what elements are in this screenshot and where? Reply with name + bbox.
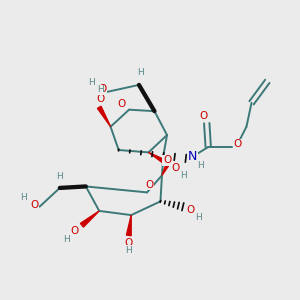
Text: H: H (197, 161, 203, 170)
Text: O: O (172, 163, 180, 173)
Text: H: H (125, 246, 132, 255)
Text: H: H (64, 235, 70, 244)
Text: O: O (186, 205, 194, 215)
Text: O: O (199, 111, 207, 121)
Text: H: H (97, 85, 104, 94)
Polygon shape (126, 215, 131, 236)
Text: O: O (70, 226, 79, 236)
Text: H: H (195, 213, 202, 222)
Text: H: H (180, 171, 187, 180)
Polygon shape (162, 160, 171, 176)
Text: O: O (96, 94, 104, 104)
Text: O: O (118, 99, 126, 109)
Text: O: O (98, 84, 106, 94)
Polygon shape (148, 152, 169, 166)
Polygon shape (98, 106, 111, 127)
Text: O: O (145, 180, 154, 190)
Text: H: H (56, 172, 63, 181)
Text: N: N (188, 150, 197, 164)
Polygon shape (80, 211, 99, 227)
Text: O: O (163, 155, 171, 166)
Text: H: H (137, 68, 144, 77)
Text: H: H (20, 193, 26, 202)
Text: O: O (30, 200, 38, 210)
Text: O: O (125, 238, 133, 248)
Text: H: H (88, 78, 94, 87)
Text: O: O (233, 139, 242, 149)
